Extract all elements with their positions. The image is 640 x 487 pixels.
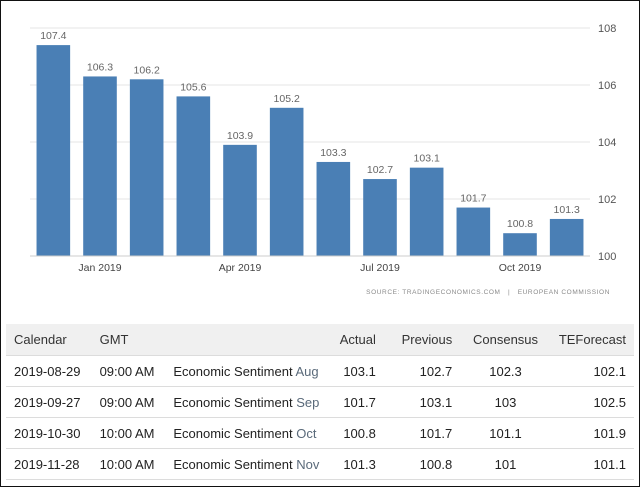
event-name[interactable]: Economic Sentiment bbox=[173, 394, 293, 410]
cell-consensus: 101 bbox=[460, 448, 551, 480]
y-tick-label: 104 bbox=[598, 137, 616, 149]
table-row: 2019-08-29 09:00 AM Economic Sentiment A… bbox=[6, 355, 634, 387]
event-name[interactable]: Economic Sentiment bbox=[173, 456, 293, 472]
table-row: 2019-09-27 09:00 AM Economic Sentiment S… bbox=[6, 386, 634, 418]
cell-event[interactable]: Economic Sentiment Nov bbox=[165, 448, 330, 480]
cell-previous: 103.1 bbox=[383, 386, 461, 418]
data-label: 105.6 bbox=[180, 81, 206, 93]
bar[interactable] bbox=[36, 45, 71, 256]
header-actual[interactable]: Actual bbox=[329, 324, 384, 356]
bar[interactable] bbox=[409, 167, 444, 256]
y-tick-label: 102 bbox=[598, 194, 616, 206]
data-label: 107.4 bbox=[40, 30, 66, 42]
table-header-row: Calendar GMT Actual Previous Consensus T… bbox=[6, 324, 634, 356]
data-label: 106.2 bbox=[134, 64, 160, 76]
cell-event[interactable]: Economic Sentiment Oct bbox=[165, 417, 330, 449]
header-event bbox=[165, 324, 330, 356]
chart-svg: 100 102 104 106 108 107.4 106.3 106.2 105.6 103.9… bbox=[30, 23, 616, 274]
cell-teforecast: 101.9 bbox=[550, 417, 634, 449]
cell-date: 2019-11-28 bbox=[6, 448, 92, 480]
cell-event[interactable]: Economic Sentiment Sep bbox=[165, 386, 330, 418]
y-tick-label: 106 bbox=[598, 80, 616, 92]
source-separator: | bbox=[507, 289, 511, 296]
cell-event[interactable]: Economic Sentiment Aug bbox=[165, 355, 330, 387]
cell-time: 09:00 AM bbox=[91, 386, 166, 418]
bar[interactable] bbox=[176, 96, 211, 257]
header-teforecast[interactable]: TEForecast bbox=[550, 324, 634, 356]
event-reference-month: Aug bbox=[295, 363, 319, 379]
cell-date: 2019-08-29 bbox=[6, 355, 92, 387]
cell-consensus: 101.1 bbox=[460, 417, 551, 449]
event-reference-month: Sep bbox=[296, 394, 320, 410]
bar[interactable] bbox=[83, 76, 117, 256]
x-tick-label: Oct 2019 bbox=[499, 262, 542, 274]
data-label: 102.7 bbox=[367, 164, 393, 176]
bar[interactable] bbox=[363, 179, 397, 256]
event-name[interactable]: Economic Sentiment bbox=[173, 363, 293, 379]
cell-actual: 103.1 bbox=[329, 355, 384, 387]
event-name[interactable]: Economic Sentiment bbox=[173, 425, 293, 441]
table-row: 2019-11-28 10:00 AM Economic Sentiment N… bbox=[6, 448, 634, 480]
cell-actual: 100.8 bbox=[329, 417, 384, 449]
source-agency[interactable]: EUROPEAN COMMISSION bbox=[517, 289, 610, 296]
data-label: 103.1 bbox=[414, 153, 440, 165]
y-tick-label: 100 bbox=[598, 251, 616, 263]
header-previous[interactable]: Previous bbox=[383, 324, 461, 356]
header-calendar[interactable]: Calendar bbox=[6, 324, 92, 356]
cell-teforecast: 101.1 bbox=[550, 448, 634, 480]
data-label: 105.2 bbox=[274, 93, 300, 105]
header-consensus[interactable]: Consensus bbox=[460, 324, 551, 356]
calendar-table: Calendar GMT Actual Previous Consensus T… bbox=[6, 324, 634, 480]
table-row: 2019-10-30 10:00 AM Economic Sentiment O… bbox=[6, 417, 634, 449]
bar-chart: 100 102 104 106 108 107.4 106.3 106.2 105.6 103.9… bbox=[30, 23, 616, 296]
data-label: 100.8 bbox=[507, 218, 533, 230]
cell-consensus: 102.3 bbox=[460, 355, 551, 387]
data-label: 103.9 bbox=[227, 130, 253, 142]
cell-time: 10:00 AM bbox=[91, 448, 166, 480]
cell-previous: 102.7 bbox=[383, 355, 461, 387]
x-tick-label: Apr 2019 bbox=[219, 262, 262, 274]
event-reference-month: Oct bbox=[296, 425, 317, 441]
cell-time: 10:00 AM bbox=[91, 417, 166, 449]
event-reference-month: Nov bbox=[296, 456, 320, 472]
cell-previous: 100.8 bbox=[383, 448, 461, 480]
bar[interactable] bbox=[129, 79, 164, 256]
cell-date: 2019-09-27 bbox=[6, 386, 92, 418]
cell-time: 09:00 AM bbox=[91, 355, 166, 387]
bar[interactable] bbox=[549, 218, 584, 256]
cell-actual: 101.3 bbox=[329, 448, 384, 480]
cell-teforecast: 102.1 bbox=[550, 355, 634, 387]
bar[interactable] bbox=[223, 144, 257, 256]
data-label: 103.3 bbox=[320, 147, 346, 159]
cell-consensus: 103 bbox=[460, 386, 551, 418]
y-tick-label: 108 bbox=[598, 23, 616, 35]
source-site[interactable]: TRADINGECONOMICS.COM bbox=[402, 289, 501, 296]
source-credit: SOURCE: TRADINGECONOMICS.COM | EUROPEAN … bbox=[366, 289, 610, 296]
bar[interactable] bbox=[456, 207, 491, 256]
source-prefix: SOURCE: bbox=[366, 289, 400, 296]
data-label: 101.7 bbox=[460, 193, 486, 205]
x-tick-label: Jul 2019 bbox=[360, 262, 400, 274]
cell-teforecast: 102.5 bbox=[550, 386, 634, 418]
bar[interactable] bbox=[316, 161, 351, 256]
x-tick-label: Jan 2019 bbox=[78, 262, 121, 274]
bar[interactable] bbox=[269, 107, 304, 256]
data-label: 106.3 bbox=[87, 61, 113, 73]
cell-date: 2019-10-30 bbox=[6, 417, 92, 449]
header-gmt[interactable]: GMT bbox=[91, 324, 166, 356]
bar[interactable] bbox=[503, 233, 537, 256]
data-label: 101.3 bbox=[554, 204, 580, 216]
cell-previous: 101.7 bbox=[383, 417, 461, 449]
cell-actual: 101.7 bbox=[329, 386, 384, 418]
